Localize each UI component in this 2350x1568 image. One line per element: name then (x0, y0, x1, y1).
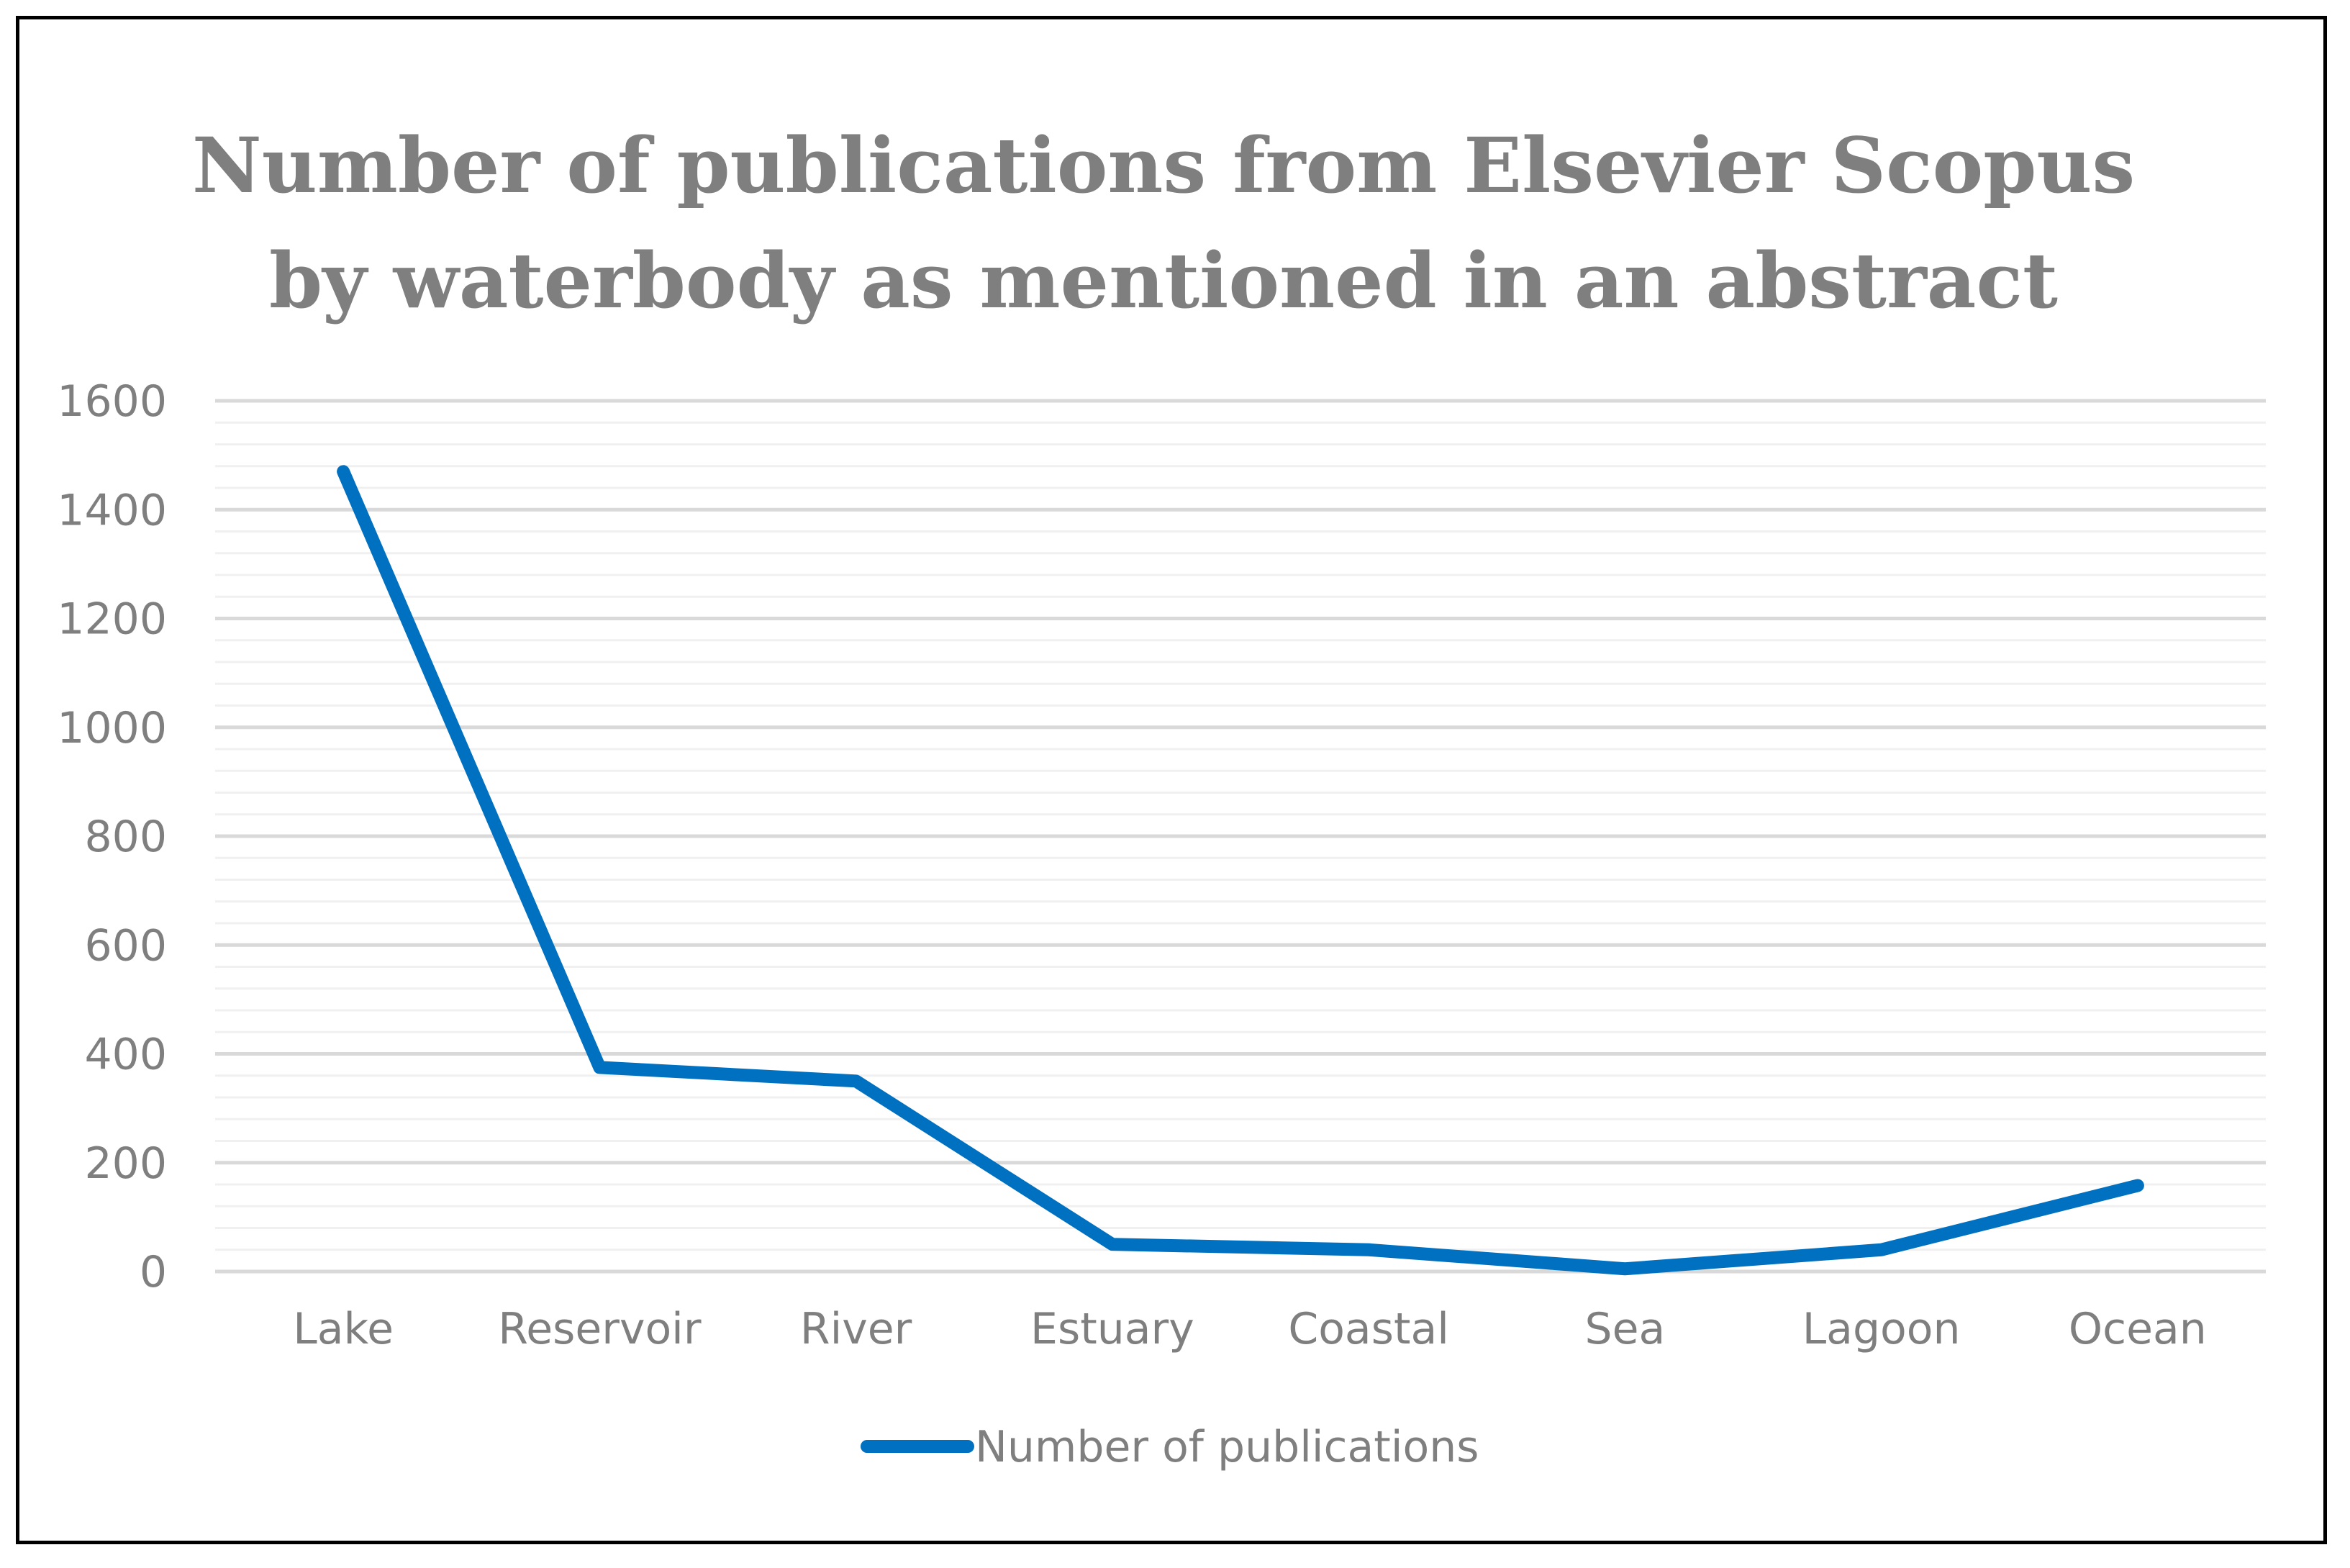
y-tick-label-1200: 1200 (57, 594, 167, 645)
y-tick-label-1600: 1600 (57, 376, 167, 427)
y-tick-label-600: 600 (84, 920, 167, 971)
x-tick-label-estuary: Estuary (1030, 1304, 1194, 1354)
chart-title-line-2: by waterbody as mentioned in an abstract (269, 235, 2058, 325)
data-point-lagoon (1881, 1249, 1882, 1251)
data-point-sea (1624, 1268, 1625, 1269)
y-tick-label-800: 800 (84, 812, 167, 862)
legend-label-number-of-publications: Number of publications (975, 1422, 1479, 1472)
data-point-coastal (1368, 1249, 1369, 1251)
x-tick-label-lake: Lake (293, 1304, 394, 1354)
data-point-reservoir (599, 1066, 600, 1068)
grid (215, 399, 2266, 1274)
series (337, 465, 2144, 1276)
chart-svg: Number of publications from Elsevier Sco… (57, 120, 2266, 1472)
legend: Number of publications (861, 1422, 1479, 1472)
x-tick-label-river: River (800, 1304, 912, 1354)
data-point-estuary (1112, 1243, 1113, 1245)
data-point-ocean (2137, 1185, 2138, 1187)
x-axis-ticks: Lake Reservoir River Estuary Coastal Sea Lagoo… (293, 1304, 2207, 1354)
y-tick-label-1400: 1400 (57, 485, 167, 535)
series-line-number-of-publications (337, 465, 2144, 1276)
y-tick-label-1000: 1000 (57, 703, 167, 753)
data-point-lake (342, 471, 344, 472)
chart-frame: Number of publications from Elsevier Sco… (16, 16, 2327, 1544)
x-tick-label-reservoir: Reservoir (498, 1304, 702, 1354)
chart-title-line-1: Number of publications from Elsevier Sco… (192, 120, 2135, 210)
y-tick-label-0: 0 (140, 1247, 167, 1297)
data-point-river (856, 1080, 857, 1082)
y-axis-ticks: 0 200 400 600 800 1000 1200 1400 1600 (57, 376, 167, 1297)
chart-title: Number of publications from Elsevier Sco… (192, 120, 2135, 325)
y-tick-label-400: 400 (84, 1030, 167, 1080)
x-tick-label-coastal: Coastal (1288, 1304, 1449, 1354)
x-tick-label-ocean: Ocean (2069, 1304, 2207, 1354)
x-tick-label-lagoon: Lagoon (1802, 1304, 1961, 1354)
x-tick-label-sea: Sea (1584, 1304, 1665, 1354)
y-tick-label-200: 200 (84, 1138, 167, 1189)
